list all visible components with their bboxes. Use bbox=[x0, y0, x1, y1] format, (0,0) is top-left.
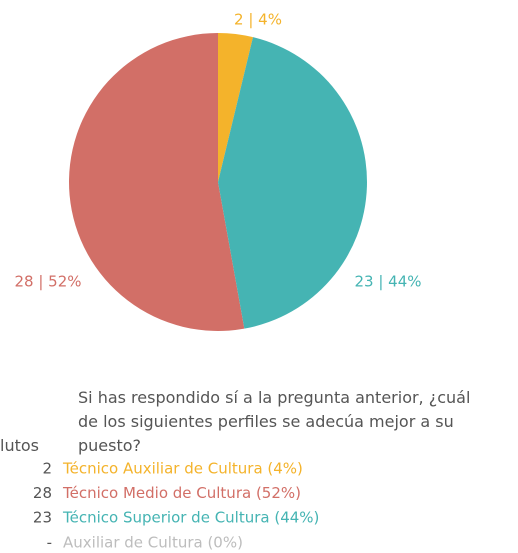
legend-count: 28 bbox=[33, 484, 52, 502]
slice-label: 28 | 52% bbox=[14, 273, 81, 291]
slice-label: 2 | 4% bbox=[234, 11, 282, 29]
legend-label: Técnico Superior de Cultura (44%) bbox=[62, 509, 319, 527]
pie-slice bbox=[218, 33, 253, 182]
legend-count: 2 bbox=[42, 460, 52, 478]
legend-label: Técnico Medio de Cultura (52%) bbox=[62, 484, 301, 502]
legend-count: - bbox=[47, 533, 52, 551]
legend-count: 23 bbox=[33, 509, 52, 527]
legend-label: Auxiliar de Cultura (0%) bbox=[63, 533, 243, 551]
pie-slice bbox=[218, 37, 367, 329]
legend-title: Si has respondido sí a la pregunta anter… bbox=[78, 388, 471, 455]
legend-label: Técnico Auxiliar de Cultura (4%) bbox=[62, 460, 303, 478]
legend-header: lutos bbox=[0, 436, 39, 455]
pie-slice bbox=[68, 33, 245, 332]
slice-label: 23 | 44% bbox=[354, 273, 421, 291]
